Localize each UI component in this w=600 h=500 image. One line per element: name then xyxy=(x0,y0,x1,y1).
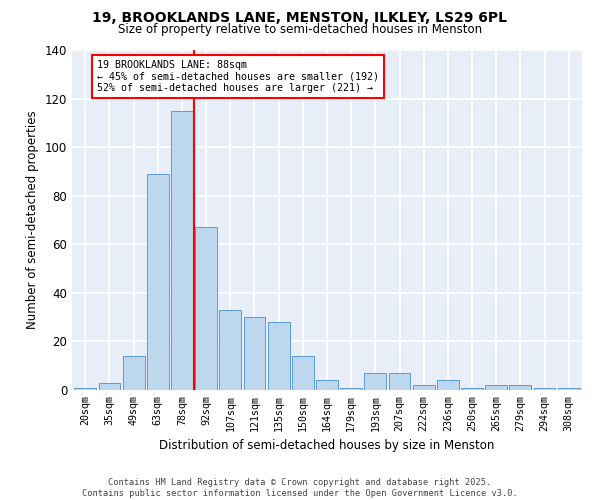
Bar xyxy=(147,174,169,390)
Bar xyxy=(558,388,580,390)
Text: 19, BROOKLANDS LANE, MENSTON, ILKLEY, LS29 6PL: 19, BROOKLANDS LANE, MENSTON, ILKLEY, LS… xyxy=(92,11,508,25)
Bar xyxy=(533,388,556,390)
Bar xyxy=(509,385,531,390)
Bar xyxy=(413,385,434,390)
Bar xyxy=(171,110,193,390)
Bar xyxy=(98,382,121,390)
Bar xyxy=(195,228,217,390)
Bar xyxy=(244,317,265,390)
Bar xyxy=(437,380,459,390)
Bar xyxy=(364,373,386,390)
Bar xyxy=(123,356,145,390)
Bar xyxy=(268,322,290,390)
Text: Size of property relative to semi-detached houses in Menston: Size of property relative to semi-detach… xyxy=(118,22,482,36)
Bar xyxy=(74,388,96,390)
Text: 19 BROOKLANDS LANE: 88sqm
← 45% of semi-detached houses are smaller (192)
52% of: 19 BROOKLANDS LANE: 88sqm ← 45% of semi-… xyxy=(97,60,379,93)
Bar xyxy=(220,310,241,390)
Text: Contains HM Land Registry data © Crown copyright and database right 2025.
Contai: Contains HM Land Registry data © Crown c… xyxy=(82,478,518,498)
Bar xyxy=(292,356,314,390)
X-axis label: Distribution of semi-detached houses by size in Menston: Distribution of semi-detached houses by … xyxy=(160,439,494,452)
Bar xyxy=(485,385,507,390)
Bar xyxy=(461,388,483,390)
Bar xyxy=(316,380,338,390)
Bar xyxy=(389,373,410,390)
Bar xyxy=(340,388,362,390)
Y-axis label: Number of semi-detached properties: Number of semi-detached properties xyxy=(26,110,39,330)
